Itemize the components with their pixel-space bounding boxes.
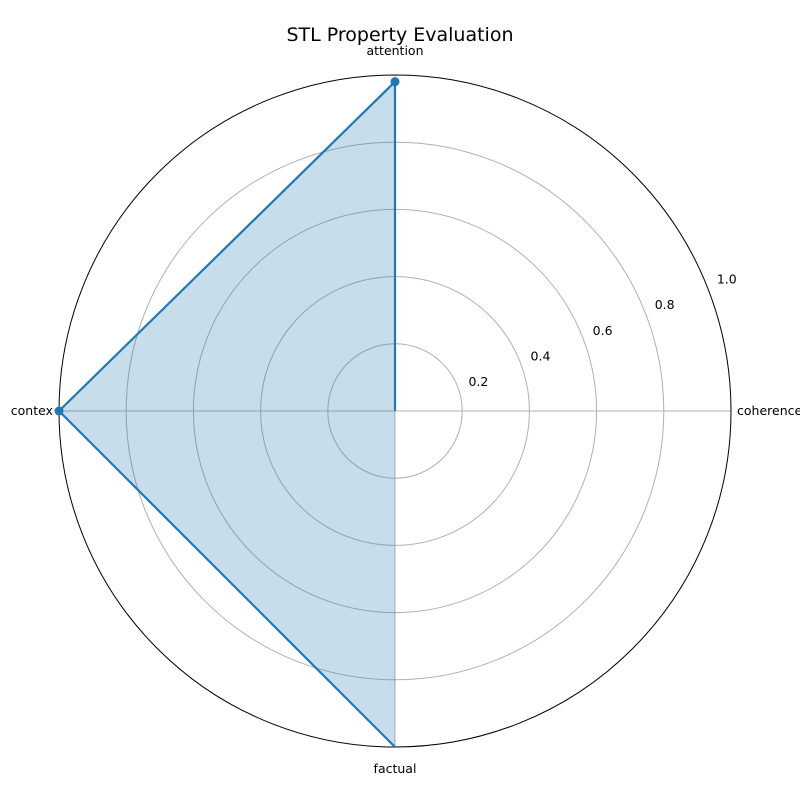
series-fill-0 — [59, 81, 395, 748]
radial-tick-label-2: 0.6 — [593, 323, 613, 338]
data-point-attention — [390, 77, 400, 87]
radial-tick-label-4: 1.0 — [717, 271, 737, 286]
axis-label-factual: factual — [374, 761, 417, 776]
axis-label-attention: attention — [366, 43, 423, 58]
radial-tick-label-0: 0.2 — [468, 374, 488, 389]
radial-tick-label-1: 0.4 — [531, 349, 551, 364]
series-line-0 — [57, 80, 397, 748]
axis-label-coherence: coherence — [737, 403, 800, 418]
axis-labels: 0.2 0.4 0.6 0.8 1.0 coherence attention contex f… — [11, 43, 800, 776]
axis-label-context: contex — [11, 403, 53, 418]
series-layer — [54, 77, 400, 748]
radial-tick-label-3: 0.8 — [655, 297, 675, 312]
chart-title: STL Property Evaluation — [287, 24, 514, 46]
data-point-context — [54, 406, 64, 416]
